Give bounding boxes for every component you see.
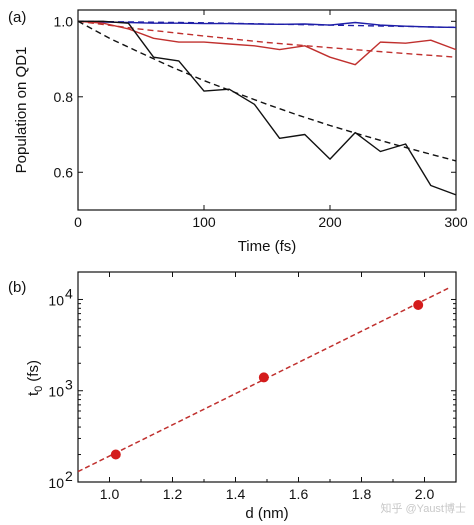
panel-a-ytick-label: 1.0 xyxy=(54,13,74,29)
watermark: 知乎 @Yaust博士 xyxy=(380,501,466,515)
panel-b-xtick-label: 1.0 xyxy=(100,486,120,502)
panel-b-ytick-exponent: 3 xyxy=(65,377,73,393)
panel-b-ytick-exponent: 2 xyxy=(65,468,73,484)
panel-b-ylabel: t0 (fs) xyxy=(25,360,45,396)
panel-a-ylabel: Population on QD1 xyxy=(13,47,30,174)
panel-b-ylabel-main: t xyxy=(25,391,42,396)
panel-b-fit-line xyxy=(77,286,451,473)
panel-a-xtick-label: 200 xyxy=(318,214,342,230)
panel-b-xtick-label: 2.0 xyxy=(415,486,435,502)
panel-b-data-point xyxy=(413,299,424,310)
panel-a-series-line-3 xyxy=(77,20,457,58)
panel-a-label: (a) xyxy=(8,9,26,26)
panel-a: (a) 0 100 200 300 0.6 0.8 1.0 Time (fs) Popula… xyxy=(8,9,468,255)
panel-b-data-point xyxy=(110,449,121,460)
panel-b-ytick-label: 10 xyxy=(48,292,64,308)
panel-a-series-line-5 xyxy=(77,20,457,162)
panel-b-xlabel: d (nm) xyxy=(245,505,288,522)
panel-a-ytick-label: 0.8 xyxy=(54,89,74,105)
panel-a-ytick-label: 0.6 xyxy=(54,164,74,180)
panel-b-ytick-exponent: 4 xyxy=(65,285,73,301)
panel-b-ylabel-sub: 0 xyxy=(33,386,45,392)
panel-a-frame xyxy=(77,9,457,211)
panel-a-series-line-2 xyxy=(77,20,457,66)
panel-b-ytick-label: 10 xyxy=(48,475,64,491)
panel-b-xtick-label: 1.2 xyxy=(163,486,183,502)
panel-a-xlabel: Time (fs) xyxy=(238,238,297,255)
panel-a-series-line-1 xyxy=(77,20,457,29)
panel-a-xtick-label: 0 xyxy=(74,214,82,230)
panel-b-data-point xyxy=(258,372,269,383)
panel-a-series-line-4 xyxy=(78,20,457,196)
panel-a-xtick-label: 100 xyxy=(192,214,216,230)
panel-b-marks xyxy=(77,286,451,473)
panel-b-label: (b) xyxy=(8,279,26,296)
panel-b-xtick-label: 1.4 xyxy=(226,486,246,502)
panel-a-ticks: 0 100 200 300 0.6 0.8 1.0 xyxy=(54,10,468,230)
panel-b-ytick-label: 10 xyxy=(48,384,64,400)
panel-a-series xyxy=(77,20,457,196)
panel-a-xtick-label: 300 xyxy=(444,214,468,230)
panel-b-xtick-label: 1.8 xyxy=(352,486,372,502)
panel-b-xtick-label: 1.6 xyxy=(289,486,309,502)
panel-b-ylabel-suffix: (fs) xyxy=(25,360,42,382)
